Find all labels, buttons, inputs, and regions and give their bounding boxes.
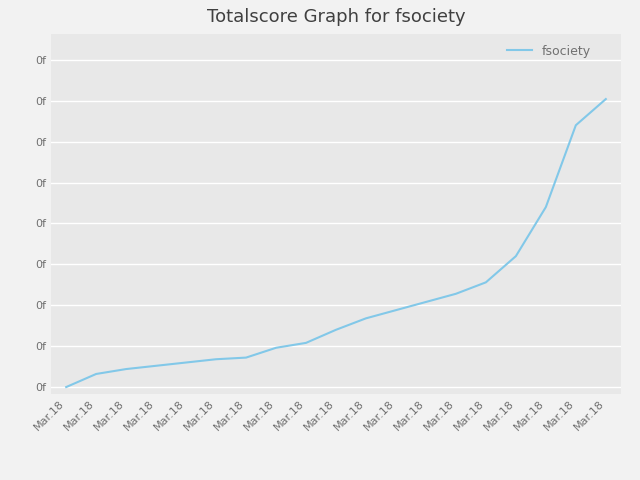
fsociety	[272, 345, 280, 351]
Line: fsociety: fsociety	[66, 99, 606, 387]
fsociety	[542, 204, 550, 210]
fsociety	[482, 279, 490, 285]
fsociety	[512, 253, 520, 259]
fsociety	[572, 122, 580, 128]
Title: Totalscore Graph for fsociety: Totalscore Graph for fsociety	[207, 9, 465, 26]
fsociety	[422, 299, 430, 305]
Legend: fsociety: fsociety	[502, 40, 596, 63]
fsociety	[332, 327, 340, 333]
fsociety	[242, 355, 250, 360]
fsociety	[602, 96, 610, 102]
fsociety	[392, 307, 400, 313]
fsociety	[212, 356, 220, 362]
fsociety	[182, 360, 190, 365]
fsociety	[362, 315, 370, 321]
fsociety	[452, 291, 460, 297]
fsociety	[62, 384, 70, 390]
fsociety	[152, 363, 160, 369]
fsociety	[92, 371, 100, 377]
fsociety	[122, 366, 130, 372]
fsociety	[302, 340, 310, 346]
